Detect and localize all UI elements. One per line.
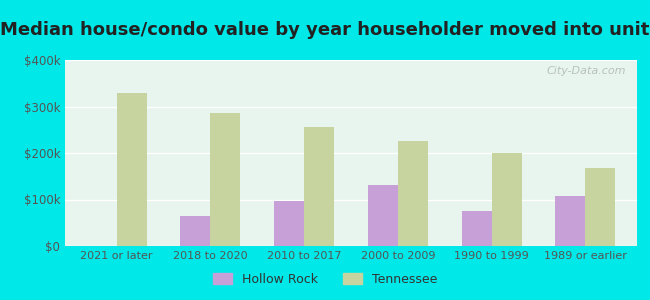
Text: Median house/condo value by year householder moved into unit: Median house/condo value by year househo…: [0, 21, 650, 39]
Bar: [180, 216, 211, 246]
Text: City-Data.com: City-Data.com: [546, 66, 625, 76]
Bar: [368, 184, 398, 246]
Bar: [116, 94, 147, 246]
Bar: [462, 211, 491, 246]
Bar: [586, 168, 616, 246]
Bar: [274, 201, 304, 246]
Bar: [398, 141, 428, 246]
Bar: [555, 196, 586, 246]
Bar: [211, 112, 240, 246]
Legend: Hollow Rock, Tennessee: Hollow Rock, Tennessee: [208, 268, 442, 291]
Bar: [304, 128, 334, 246]
Bar: [491, 153, 522, 246]
